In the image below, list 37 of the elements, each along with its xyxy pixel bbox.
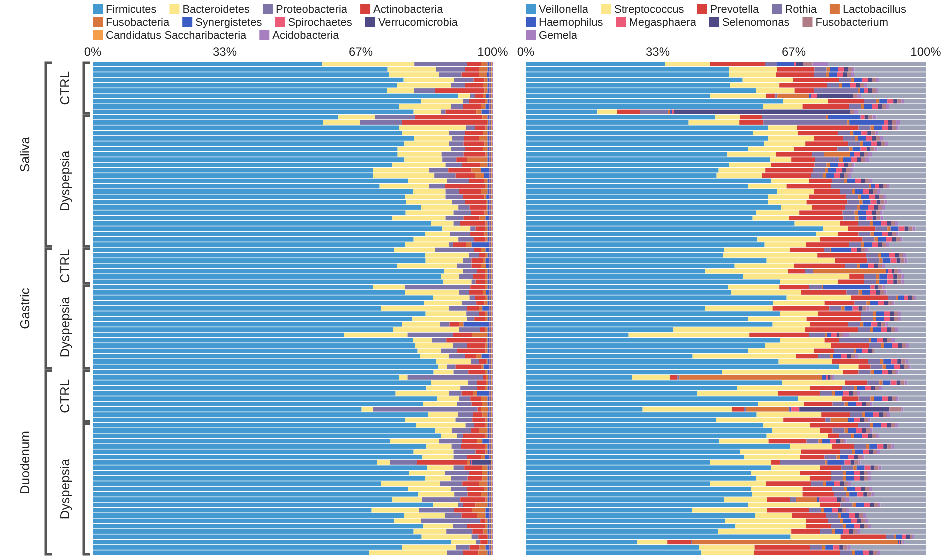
text: Dyspepsia [57,150,72,212]
x-tick-label: 100% [478,45,509,59]
legend-label: Actinobacteria [374,4,444,16]
text: Gastric [17,288,32,330]
legend-label: Selenomonas [722,17,790,29]
legend-label: Prevotella [710,4,760,16]
legend-label: Fusobacterium [816,17,888,29]
legend-label: Verrucomicrobia [378,17,459,29]
legend-label: Spirochaetes [288,17,353,29]
text: CTRL [57,71,72,106]
x-tick-label: 0% [84,45,102,59]
legend-label: Proteobacteria [276,4,348,16]
legend-label: Rothia [785,4,818,16]
x-tick-label: 0% [517,45,535,59]
x-tick-label: 33% [212,45,238,59]
legend-label: Veillonella [539,4,590,16]
legend-label: Lactobacillus [842,4,908,16]
legend-label: Acidobacteria [272,30,340,42]
legend-label: Candidatus Saccharibacteria [106,30,248,42]
legend-label: Gemela [539,30,578,42]
text: Dyspepsia [57,458,72,520]
text: Duodenum [17,430,32,495]
legend-label: Haemophilus [539,17,604,29]
legend-label: Bacteroidetes [182,4,250,16]
legend-label: Synergistetes [196,17,263,29]
legend-label: Megasphaera [629,17,698,29]
text: CTRL [57,379,72,414]
text: Saliva [17,136,32,172]
legend-label: Firmicutes [106,4,158,16]
text: CTRL [57,249,72,284]
x-tick-label: 67% [348,45,374,59]
x-tick-label: 100% [910,45,942,59]
x-tick-label: 33% [646,45,670,59]
text: Dyspepsia [57,296,72,358]
legend-label: Fusobacteria [106,17,170,29]
legend-label: Streptococcus [614,4,685,16]
x-tick-label: 67% [782,45,806,59]
